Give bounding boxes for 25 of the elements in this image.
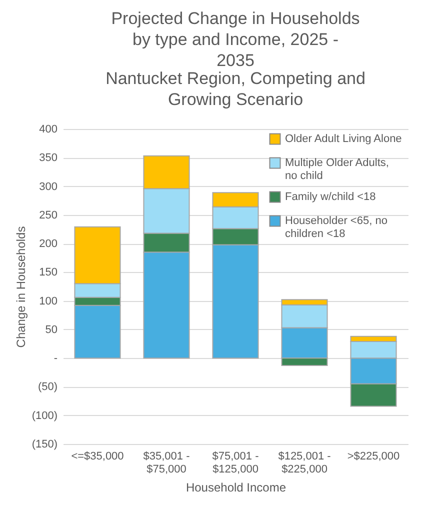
y-tick-label: 150 xyxy=(39,266,58,279)
legend-label: Multiple Older Adults, no child xyxy=(285,157,389,182)
y-tick-label: 50 xyxy=(45,324,58,336)
y-tick-label: 350 xyxy=(39,152,58,164)
y-axis-title: Change in Households xyxy=(14,226,28,348)
legend-label: Householder <65, no children <18 xyxy=(285,215,388,240)
x-axis-title: Household Income xyxy=(186,480,286,494)
legend-label: Family w/child <18 xyxy=(285,191,376,203)
x-tick-label: $75,001 - $125,000 xyxy=(212,450,260,476)
x-tick-label: >$225,000 xyxy=(347,450,400,462)
y-tick-label: (150) xyxy=(32,438,58,450)
y-tick-label: (100) xyxy=(32,410,58,422)
legend-label: Older Adult Living Alone xyxy=(285,133,402,145)
x-tick-label: $35,001 - $75,000 xyxy=(143,450,190,476)
y-tick-label: 100 xyxy=(39,295,58,308)
y-tick-label: (50) xyxy=(38,381,58,394)
x-tick-label: <=$35,000 xyxy=(71,450,124,462)
y-tick-label: 300 xyxy=(39,180,58,193)
y-tick-label: - xyxy=(54,352,58,365)
y-tick-label: 200 xyxy=(39,238,58,250)
x-tick-label: $125,001 - $225,000 xyxy=(278,450,332,476)
chart-title: Projected Change in Households by type and Income, 2025 - 2035 xyxy=(111,9,360,70)
chart-subtitle: Nantucket Region, Competing and Growing Scenario xyxy=(106,69,366,109)
y-tick-label: 250 xyxy=(39,209,58,222)
y-tick-label: 400 xyxy=(39,124,58,136)
